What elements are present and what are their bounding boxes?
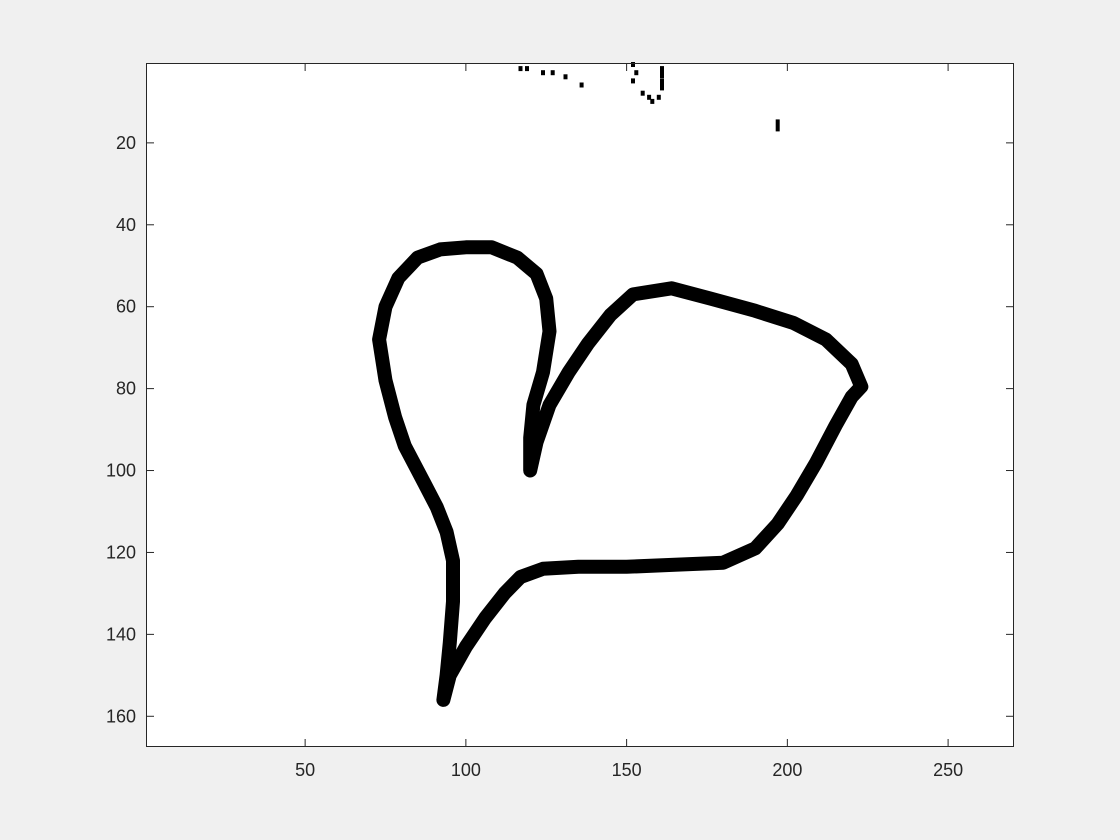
y-tick-label: 40 [116,215,136,235]
speck-13 [660,66,664,79]
axes-area [146,63,1014,747]
y-axis-ticks: 20 40 60 80 100 120 140 160 [106,133,1014,726]
speck-15 [775,119,780,132]
y-tick-label: 160 [106,706,136,726]
speck-0 [518,66,523,72]
heart-outline-stroke [372,240,869,707]
x-tick-label: 50 [295,760,315,780]
x-tick-label: 100 [451,760,481,780]
speck-5 [579,82,584,88]
y-tick-label: 60 [116,297,136,317]
top-specks [518,62,780,132]
speck-9 [640,90,645,96]
x-tick-label: 150 [612,760,642,780]
speck-6 [631,62,635,67]
speck-1 [525,66,529,72]
y-tick-label: 20 [116,133,136,153]
y-tick-label: 140 [106,624,136,644]
speck-10 [647,94,652,100]
image-layer [372,62,869,707]
speck-14 [660,78,664,91]
axes-frame [146,63,1014,747]
x-tick-label: 250 [933,760,963,780]
x-tick-label: 200 [772,760,802,780]
x-axis-ticks: 50 100 150 200 250 [295,63,963,780]
speck-4 [563,74,568,80]
y-tick-label: 80 [116,379,136,399]
speck-8 [631,78,635,84]
y-tick-label: 120 [106,542,136,562]
speck-3 [550,70,555,76]
speck-2 [541,70,545,76]
speck-12 [656,94,661,100]
speck-7 [634,70,639,76]
speck-11 [650,98,655,104]
y-tick-label: 100 [106,461,136,481]
